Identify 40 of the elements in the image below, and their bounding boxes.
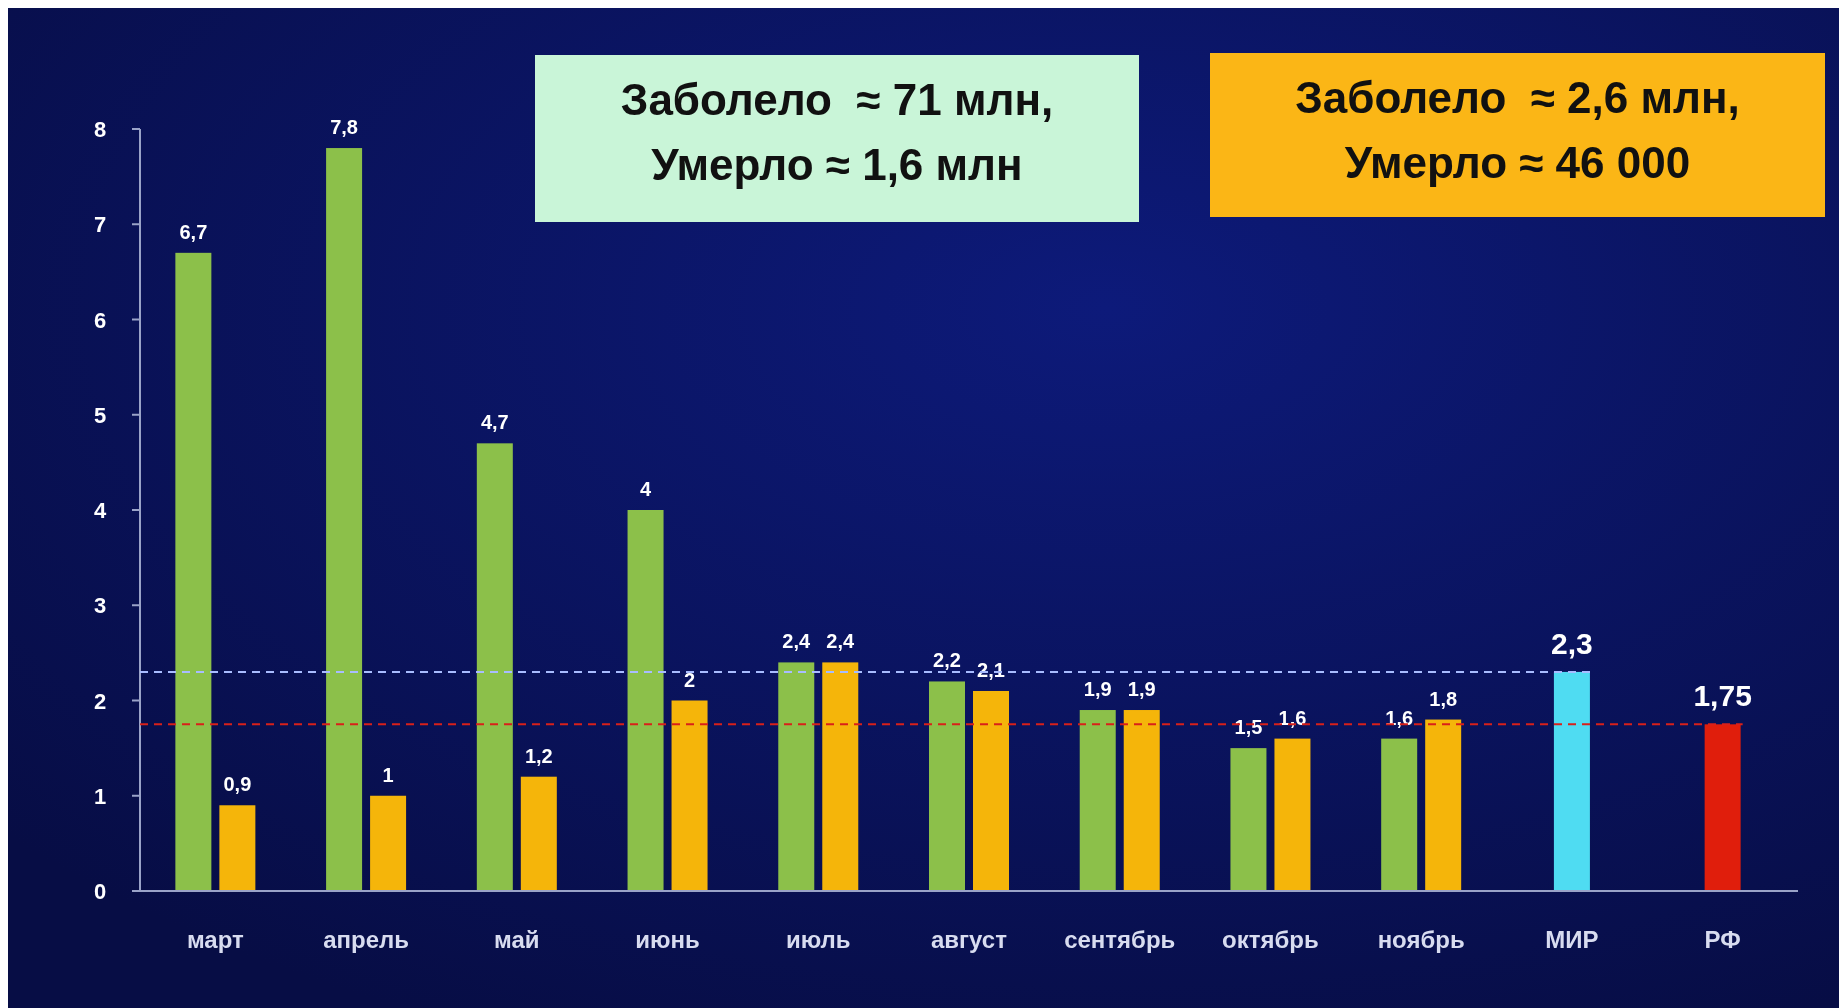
data-label: 0,9 [223,773,252,796]
x-tick-label: август [931,926,1008,953]
x-tick-label: март [186,926,245,953]
annotation: Заболело ≈ 71 млн, Умерло ≈ 1,6 млн [620,75,1054,189]
data-label: 1,9 [1127,678,1156,701]
x-tick-label: РФ [1704,926,1741,953]
data-label: 2 [683,668,696,691]
data-label: 1,5 [1234,716,1263,739]
data-label: 7,8 [330,116,358,139]
y-tick-label: 2 [93,688,107,714]
data-label: 6,7 [179,220,208,243]
data-label: 1,8 [1429,687,1458,710]
x-tick-label: МИР [1545,926,1599,953]
y-tick-label: 4 [93,498,107,523]
data-label: 2,3 [1551,626,1593,660]
data-label: 4,7 [480,411,509,434]
x-tick-label: ноябрь [1377,926,1465,953]
annotation: Заболело ≈ 2,6 млн, Умерло ≈ 46 000 [1295,73,1740,187]
data-label: 1,6 [1278,706,1307,729]
x-tick-label: октябрь [1222,926,1319,953]
y-tick-label: 8 [93,117,107,142]
data-label: 1,2 [524,744,553,767]
y-tick-label: 7 [93,212,107,238]
y-tick-label: 0 [93,879,107,904]
data-label: 1 [382,763,394,786]
y-tick-label: 3 [93,593,107,619]
x-tick-label: сентябрь [1064,926,1176,953]
x-tick-label: апрель [323,926,410,953]
data-label: 2,4 [782,630,812,653]
x-tick-label: июнь [635,926,700,953]
y-tick-label: 5 [93,402,107,428]
data-label: 1,9 [1083,678,1112,701]
data-label: 1,75 [1693,679,1752,713]
y-tick-label: 1 [93,783,107,809]
y-tick-label: 6 [93,307,107,333]
x-tick-label: май [494,926,540,953]
data-label: 2,2 [933,649,961,672]
data-label: 2,4 [826,630,856,653]
x-tick-label: июль [785,926,851,953]
data-label: 4 [639,478,652,500]
